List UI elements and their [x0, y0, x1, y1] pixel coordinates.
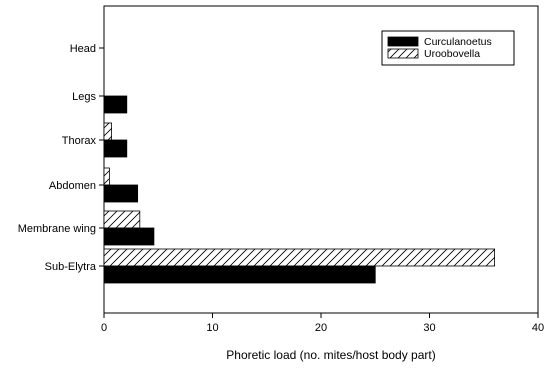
legend-label-uroobovella: Uroobovella — [424, 48, 480, 60]
x-tick-label: 20 — [315, 322, 327, 334]
category-label: Thorax — [62, 135, 97, 147]
x-tick-label: 10 — [206, 322, 218, 334]
bar-curculanoetus — [103, 265, 376, 284]
category-label: Legs — [72, 91, 96, 103]
category-label: Sub-Elytra — [45, 261, 97, 273]
x-tick-label: 40 — [532, 322, 544, 334]
category-label: Head — [70, 43, 96, 55]
bar-curculanoetus — [103, 227, 155, 246]
bar-uroobovella — [103, 248, 496, 267]
legend-swatch-uroobovella — [387, 48, 419, 59]
bar-uroobovella — [103, 210, 141, 229]
x-tick-label: 30 — [423, 322, 435, 334]
category-label: Membrane wing — [18, 223, 96, 235]
bar-curculanoetus — [103, 95, 128, 114]
category-label: Abdomen — [49, 180, 96, 192]
x-axis-label: Phoretic load (no. mites/host body part) — [226, 348, 435, 362]
bar-uroobovella — [103, 167, 110, 186]
legend-label-curculanoetus: Curculanoetus — [424, 36, 492, 48]
legend-swatch-curculanoetus — [387, 36, 419, 47]
bar-uroobovella — [103, 122, 112, 141]
bar-curculanoetus — [103, 184, 139, 203]
bar-curculanoetus — [103, 139, 128, 158]
x-tick-label: 0 — [101, 322, 107, 334]
